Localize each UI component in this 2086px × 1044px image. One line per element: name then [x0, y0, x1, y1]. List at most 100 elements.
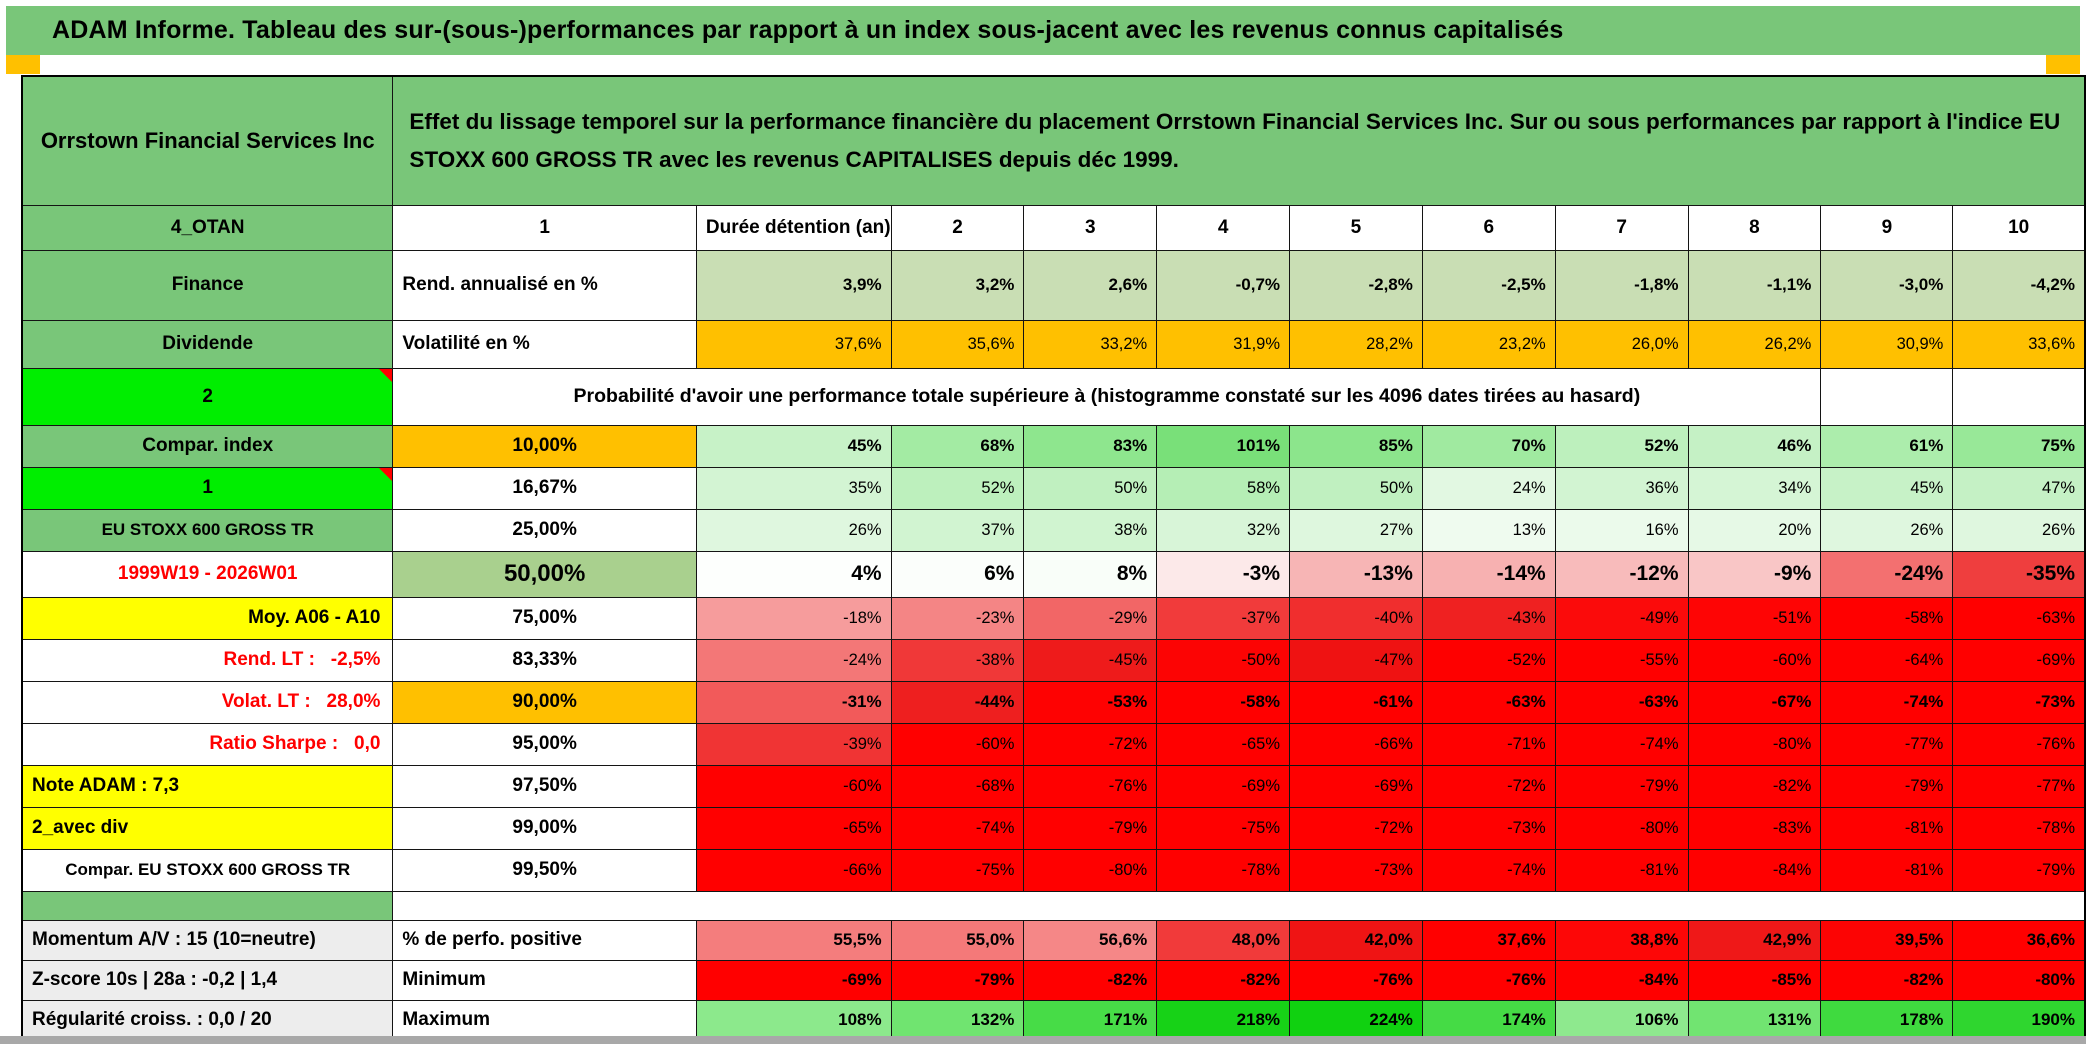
data-cell[interactable]: 8% — [1023, 550, 1158, 598]
data-cell[interactable]: 190% — [1952, 999, 2086, 1041]
data-cell[interactable]: 83% — [1023, 424, 1158, 468]
duration-col-header[interactable]: 1 — [392, 204, 697, 251]
duration-col-header[interactable]: 7 — [1554, 204, 1689, 251]
row-label-b[interactable]: 99,50% — [392, 848, 697, 892]
data-cell[interactable]: 36,6% — [1952, 919, 2086, 961]
data-cell[interactable]: -4,2% — [1952, 249, 2086, 321]
data-cell[interactable]: 171% — [1023, 999, 1158, 1041]
data-cell[interactable]: -45% — [1023, 638, 1158, 682]
data-cell[interactable]: 68% — [890, 424, 1025, 468]
data-cell[interactable]: -72% — [1023, 722, 1158, 766]
data-cell[interactable]: 2,6% — [1023, 249, 1158, 321]
probability-header-cell[interactable]: Probabilité d'avoir une performance tota… — [392, 367, 1822, 426]
data-cell[interactable]: 28,2% — [1289, 319, 1423, 369]
duration-col-header[interactable]: 2 — [890, 204, 1025, 251]
row-label-b[interactable]: 97,50% — [392, 764, 697, 808]
data-cell[interactable]: -80% — [1687, 722, 1822, 766]
data-cell[interactable]: -58% — [1820, 596, 1954, 640]
data-cell[interactable]: 38,8% — [1554, 919, 1689, 961]
row-label-b[interactable]: 95,00% — [392, 722, 697, 766]
data-cell[interactable]: 58% — [1156, 466, 1291, 510]
data-cell[interactable]: 52% — [890, 466, 1025, 510]
data-cell[interactable]: -24% — [695, 638, 892, 682]
data-cell[interactable]: -63% — [1554, 680, 1689, 724]
row-label-a[interactable]: 2 — [21, 367, 394, 426]
data-cell[interactable]: 6% — [890, 550, 1025, 598]
data-cell[interactable]: 75% — [1952, 424, 2086, 468]
data-cell[interactable]: 106% — [1554, 999, 1689, 1041]
data-cell[interactable]: 3,9% — [695, 249, 892, 321]
data-cell[interactable]: 47% — [1952, 466, 2086, 510]
row-label-b[interactable]: 83,33% — [392, 638, 697, 682]
data-cell[interactable]: -60% — [695, 764, 892, 808]
data-cell[interactable]: -79% — [1023, 806, 1158, 850]
data-cell[interactable]: -69% — [1289, 764, 1423, 808]
data-cell[interactable]: -76% — [1023, 764, 1158, 808]
data-cell[interactable]: -80% — [1554, 806, 1689, 850]
data-cell[interactable]: -52% — [1421, 638, 1556, 682]
data-cell[interactable]: 4% — [695, 550, 892, 598]
data-cell[interactable]: -76% — [1952, 722, 2086, 766]
data-cell[interactable]: -76% — [1421, 959, 1556, 1001]
data-cell[interactable]: -74% — [1421, 848, 1556, 892]
data-cell[interactable]: 56,6% — [1023, 919, 1158, 961]
row-label-a[interactable]: 1 — [21, 466, 394, 510]
data-cell[interactable]: -78% — [1952, 806, 2086, 850]
data-cell[interactable]: 70% — [1421, 424, 1556, 468]
data-cell[interactable]: 36% — [1554, 466, 1689, 510]
data-cell[interactable]: 35,6% — [890, 319, 1025, 369]
data-cell[interactable]: -82% — [1023, 959, 1158, 1001]
row-label-b[interactable]: 75,00% — [392, 596, 697, 640]
data-cell[interactable]: -2,8% — [1289, 249, 1423, 321]
data-cell[interactable]: 26% — [1952, 508, 2086, 552]
duration-col-header[interactable]: 4 — [1156, 204, 1291, 251]
row-label-a[interactable]: Rend. LT : -2,5% — [21, 638, 394, 682]
data-cell[interactable]: -50% — [1156, 638, 1291, 682]
data-cell[interactable]: -81% — [1820, 848, 1954, 892]
row-label-a[interactable]: Moy. A06 - A10 — [21, 596, 394, 640]
data-cell[interactable]: -53% — [1023, 680, 1158, 724]
data-cell[interactable]: -77% — [1952, 764, 2086, 808]
data-cell[interactable]: 24% — [1421, 466, 1556, 510]
row-label-a[interactable]: Régularité croiss. : 0,0 / 20 — [21, 999, 394, 1041]
row-label-a[interactable]: Volat. LT : 28,0% — [21, 680, 394, 724]
row-label-a[interactable]: EU STOXX 600 GROSS TR — [21, 508, 394, 552]
row-label-a[interactable]: Momentum A/V : 15 (10=neutre) — [21, 919, 394, 961]
data-cell[interactable]: 34% — [1687, 466, 1822, 510]
data-cell[interactable]: -75% — [1156, 806, 1291, 850]
data-cell[interactable]: -82% — [1820, 959, 1954, 1001]
row-label-b[interactable]: 16,67% — [392, 466, 697, 510]
data-cell[interactable]: 37,6% — [1421, 919, 1556, 961]
data-cell[interactable]: -66% — [1289, 722, 1423, 766]
data-cell[interactable]: 224% — [1289, 999, 1423, 1041]
data-cell[interactable]: -37% — [1156, 596, 1291, 640]
data-cell[interactable]: -71% — [1421, 722, 1556, 766]
row-label-b[interactable]: Rend. annualisé en % — [392, 249, 697, 321]
data-cell[interactable]: 52% — [1554, 424, 1689, 468]
data-cell[interactable]: 61% — [1820, 424, 1954, 468]
row-label-a[interactable]: Z-score 10s | 28a : -0,2 | 1,4 — [21, 959, 394, 1001]
row-label-a[interactable]: 2_avec div — [21, 806, 394, 850]
table-description-cell[interactable]: Effet du lissage temporel sur la perform… — [392, 75, 2086, 206]
duration-col-header[interactable]: 3 — [1023, 204, 1158, 251]
data-cell[interactable]: -47% — [1289, 638, 1423, 682]
data-cell[interactable]: -78% — [1156, 848, 1291, 892]
data-cell[interactable]: -39% — [695, 722, 892, 766]
row-label-a[interactable]: 4_OTAN — [21, 204, 394, 251]
data-cell[interactable]: -66% — [695, 848, 892, 892]
data-cell[interactable]: -63% — [1421, 680, 1556, 724]
data-cell[interactable]: -31% — [695, 680, 892, 724]
data-cell[interactable]: 26% — [695, 508, 892, 552]
row-label-b[interactable]: Minimum — [392, 959, 697, 1001]
data-cell[interactable]: 16% — [1554, 508, 1689, 552]
row-label-a[interactable]: Ratio Sharpe : 0,0 — [21, 722, 394, 766]
data-cell[interactable]: -40% — [1289, 596, 1423, 640]
data-cell[interactable]: 55,0% — [890, 919, 1025, 961]
row-label-a[interactable]: Compar. EU STOXX 600 GROSS TR — [21, 848, 394, 892]
data-cell[interactable]: -1,1% — [1687, 249, 1822, 321]
data-cell[interactable]: 20% — [1687, 508, 1822, 552]
data-cell[interactable]: -51% — [1687, 596, 1822, 640]
row-label-b[interactable]: 99,00% — [392, 806, 697, 850]
data-cell[interactable]: -82% — [1687, 764, 1822, 808]
data-cell[interactable]: -29% — [1023, 596, 1158, 640]
